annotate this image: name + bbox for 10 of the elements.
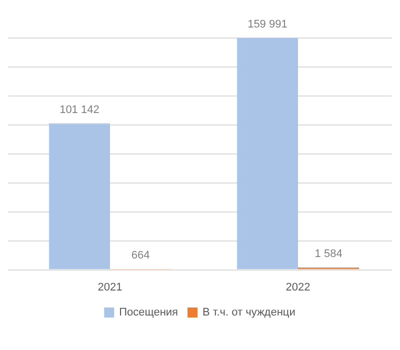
data-label: 101 142 xyxy=(60,104,100,116)
bar xyxy=(236,38,298,270)
x-tick-label: 2022 xyxy=(286,281,310,294)
data-label: 664 xyxy=(131,249,150,262)
data-label: 159 991 xyxy=(248,18,288,31)
bar xyxy=(48,123,110,270)
legend-label: Посещения xyxy=(119,306,178,319)
x-tick-label: 2021 xyxy=(98,281,122,294)
legend-label: В т.ч. от чужденци xyxy=(202,306,296,319)
data-label: 1 584 xyxy=(314,248,342,260)
